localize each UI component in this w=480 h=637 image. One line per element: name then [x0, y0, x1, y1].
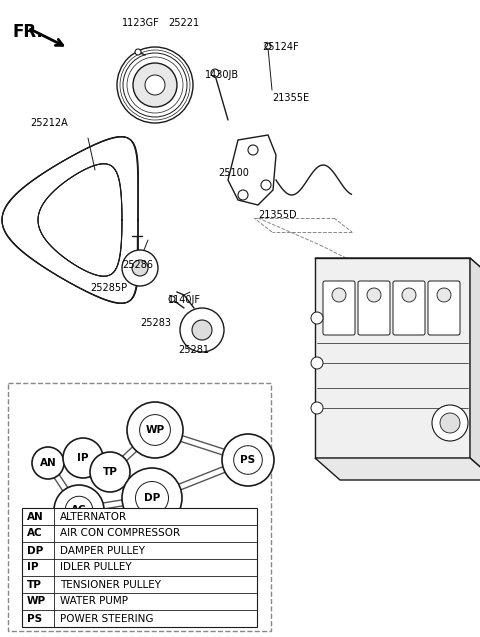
Circle shape [117, 47, 193, 123]
Text: 1430JB: 1430JB [205, 70, 239, 80]
Text: 25100: 25100 [218, 168, 249, 178]
Text: PS: PS [240, 455, 255, 465]
Circle shape [135, 49, 141, 55]
Circle shape [127, 402, 183, 458]
Circle shape [261, 180, 271, 190]
Circle shape [63, 438, 103, 478]
Polygon shape [470, 258, 480, 480]
FancyBboxPatch shape [428, 281, 460, 335]
Text: TP: TP [103, 467, 118, 477]
Circle shape [90, 452, 130, 492]
Circle shape [145, 75, 165, 95]
Text: PS: PS [27, 613, 42, 624]
Text: ALTERNATOR: ALTERNATOR [60, 512, 127, 522]
Circle shape [169, 296, 175, 302]
Circle shape [180, 308, 224, 352]
Text: WP: WP [145, 425, 165, 435]
Polygon shape [315, 258, 480, 280]
Circle shape [238, 190, 248, 200]
Circle shape [311, 357, 323, 369]
Text: AC: AC [27, 529, 43, 538]
Circle shape [265, 43, 271, 49]
Circle shape [437, 288, 451, 302]
Text: TENSIONER PULLEY: TENSIONER PULLEY [60, 580, 161, 589]
Circle shape [248, 145, 258, 155]
Text: FR.: FR. [12, 23, 43, 41]
Text: DP: DP [144, 493, 160, 503]
Polygon shape [315, 258, 470, 458]
Text: DP: DP [27, 545, 43, 555]
Text: 21355D: 21355D [258, 210, 297, 220]
Text: IP: IP [27, 562, 38, 573]
Text: AC: AC [71, 505, 87, 515]
Circle shape [311, 402, 323, 414]
Text: 25283: 25283 [140, 318, 171, 328]
Text: WP: WP [27, 596, 46, 606]
Circle shape [332, 288, 346, 302]
FancyBboxPatch shape [358, 281, 390, 335]
Text: AN: AN [27, 512, 44, 522]
Circle shape [54, 485, 104, 535]
Text: TP: TP [27, 580, 42, 589]
Circle shape [311, 312, 323, 324]
Text: IP: IP [77, 453, 89, 463]
FancyBboxPatch shape [323, 281, 355, 335]
Text: 1140JF: 1140JF [168, 295, 201, 305]
FancyBboxPatch shape [8, 383, 271, 631]
Circle shape [133, 63, 177, 107]
Text: 1123GF: 1123GF [122, 18, 160, 28]
Text: POWER STEERING: POWER STEERING [60, 613, 154, 624]
Circle shape [122, 250, 158, 286]
Text: 25286: 25286 [122, 260, 153, 270]
Text: 25285P: 25285P [90, 283, 127, 293]
Text: 25212A: 25212A [30, 118, 68, 128]
Circle shape [123, 53, 187, 117]
Text: AIR CON COMPRESSOR: AIR CON COMPRESSOR [60, 529, 180, 538]
Circle shape [132, 260, 148, 276]
Text: 21355E: 21355E [272, 93, 309, 103]
Text: 25221: 25221 [168, 18, 199, 28]
Circle shape [32, 447, 64, 479]
Text: WATER PUMP: WATER PUMP [60, 596, 128, 606]
Polygon shape [315, 458, 480, 480]
Text: AN: AN [40, 458, 56, 468]
Circle shape [122, 468, 182, 528]
Circle shape [211, 69, 219, 77]
Text: 25124F: 25124F [262, 42, 299, 52]
Text: DAMPER PULLEY: DAMPER PULLEY [60, 545, 145, 555]
Circle shape [440, 413, 460, 433]
Circle shape [192, 320, 212, 340]
Circle shape [367, 288, 381, 302]
FancyBboxPatch shape [22, 508, 257, 627]
Circle shape [402, 288, 416, 302]
Polygon shape [228, 135, 276, 205]
Text: IDLER PULLEY: IDLER PULLEY [60, 562, 132, 573]
Circle shape [432, 405, 468, 441]
Text: 25281: 25281 [178, 345, 209, 355]
FancyBboxPatch shape [393, 281, 425, 335]
Circle shape [222, 434, 274, 486]
